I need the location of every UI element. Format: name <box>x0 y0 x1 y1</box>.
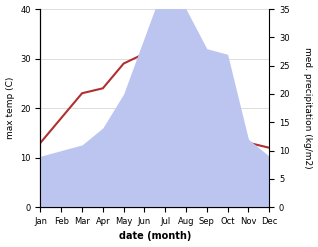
Y-axis label: med. precipitation (kg/m2): med. precipitation (kg/m2) <box>303 47 313 169</box>
X-axis label: date (month): date (month) <box>119 231 191 242</box>
Y-axis label: max temp (C): max temp (C) <box>5 77 15 139</box>
